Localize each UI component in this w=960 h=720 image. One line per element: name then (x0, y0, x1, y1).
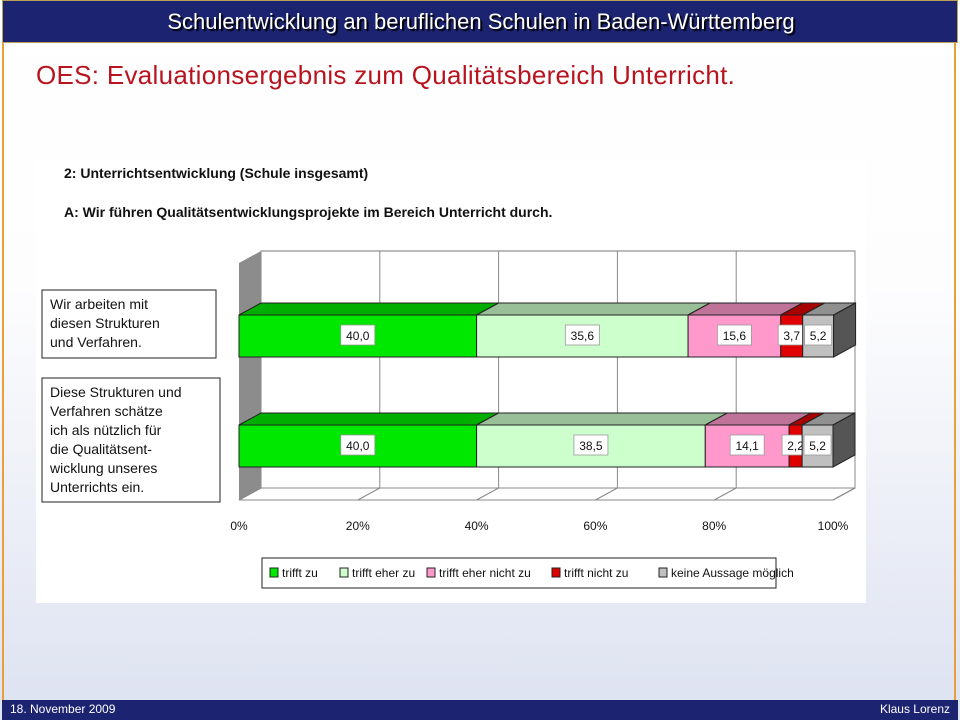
chart-floor (238, 487, 856, 501)
data-label: 2,2 (787, 439, 804, 453)
gridline-floor (832, 487, 856, 501)
data-label-box (573, 434, 609, 456)
category-label: diesen Strukturen (50, 315, 160, 331)
legend-label: trifft zu (282, 566, 318, 580)
legend-swatch (426, 567, 436, 578)
legend-label: keine Aussage möglich (671, 566, 794, 580)
x-tick-label: 40% (465, 519, 489, 533)
data-label-box (803, 434, 832, 456)
data-label: 40,0 (346, 329, 370, 343)
category-label: wicklung unseres (49, 460, 157, 476)
category-label: Unterrichts ein. (50, 479, 144, 495)
stacked-bar-chart: 2: Unterrichtsentwicklung (Schule insges… (41, 165, 857, 589)
category-label-box (41, 289, 217, 359)
gridline-floor (595, 487, 618, 501)
data-label-box (564, 324, 600, 346)
chart-question: A: Wir führen Qualitätsentwicklungsproje… (64, 204, 552, 220)
footer-bar: 18. November 2009 Klaus Lorenz (2, 700, 958, 720)
bar-segment (238, 424, 478, 468)
footer-author: Klaus Lorenz (879, 702, 950, 716)
category-label: Wir arbeiten mit (50, 296, 148, 312)
chart-title: 2: Unterrichtsentwicklung (Schule insges… (64, 165, 368, 181)
data-label: 5,2 (810, 329, 827, 343)
data-label-box (716, 324, 752, 346)
footer-date: 18. November 2009 (10, 702, 116, 716)
legend-swatch (269, 567, 279, 578)
category-label: die Qualitätsent- (50, 441, 152, 457)
legend-label: trifft nicht zu (564, 566, 628, 580)
category-label: Diese Strukturen und (50, 384, 182, 400)
data-label: 3,7 (783, 329, 800, 343)
chart-panel: 2: Unterrichtsentwicklung (Schule insges… (36, 160, 866, 603)
x-tick-label: 0% (230, 519, 248, 533)
x-tick-label: 100% (818, 519, 849, 533)
header-bar: Schulentwicklung an beruflichen Schulen … (2, 0, 958, 43)
bar-segment (687, 314, 782, 358)
bar-segment-top (476, 302, 711, 316)
data-label-box (729, 434, 765, 456)
category-label: und Verfahren. (50, 334, 142, 350)
data-label: 5,2 (809, 439, 826, 453)
gridline-floor (238, 487, 262, 501)
category-label: ich als nützlich für (50, 422, 162, 438)
category-label-box (41, 377, 221, 503)
data-label-box (340, 324, 376, 346)
data-label-box (340, 434, 376, 456)
data-label: 40,0 (346, 439, 370, 453)
header-title: Schulentwicklung an beruflichen Schulen … (167, 9, 795, 34)
x-tick-label: 60% (583, 519, 607, 533)
x-tick-label: 20% (346, 519, 370, 533)
legend-label: trifft eher nicht zu (439, 566, 531, 580)
legend-swatch (551, 567, 561, 578)
data-label: 38,5 (579, 439, 603, 453)
data-label: 15,6 (723, 329, 747, 343)
data-label: 35,6 (571, 329, 595, 343)
legend-swatch (339, 567, 349, 578)
category-label: Verfahren schätze (50, 403, 163, 419)
legend-swatch (658, 567, 668, 578)
bar-side-face (833, 302, 857, 358)
legend-label: trifft eher zu (352, 566, 415, 580)
bar-segment-top (238, 302, 499, 316)
data-label: 14,1 (735, 439, 759, 453)
gridline-floor (357, 487, 381, 501)
data-label-box (804, 324, 833, 346)
bar-side-face (832, 412, 856, 468)
gridline-floor (713, 487, 737, 501)
x-tick-label: 80% (702, 519, 726, 533)
bar-segment-top (238, 412, 499, 426)
gridline-floor (476, 487, 499, 501)
bar-segment-top (476, 412, 728, 426)
slide-subtitle: OES: Evaluationsergebnis zum Qualitätsbe… (36, 60, 736, 90)
